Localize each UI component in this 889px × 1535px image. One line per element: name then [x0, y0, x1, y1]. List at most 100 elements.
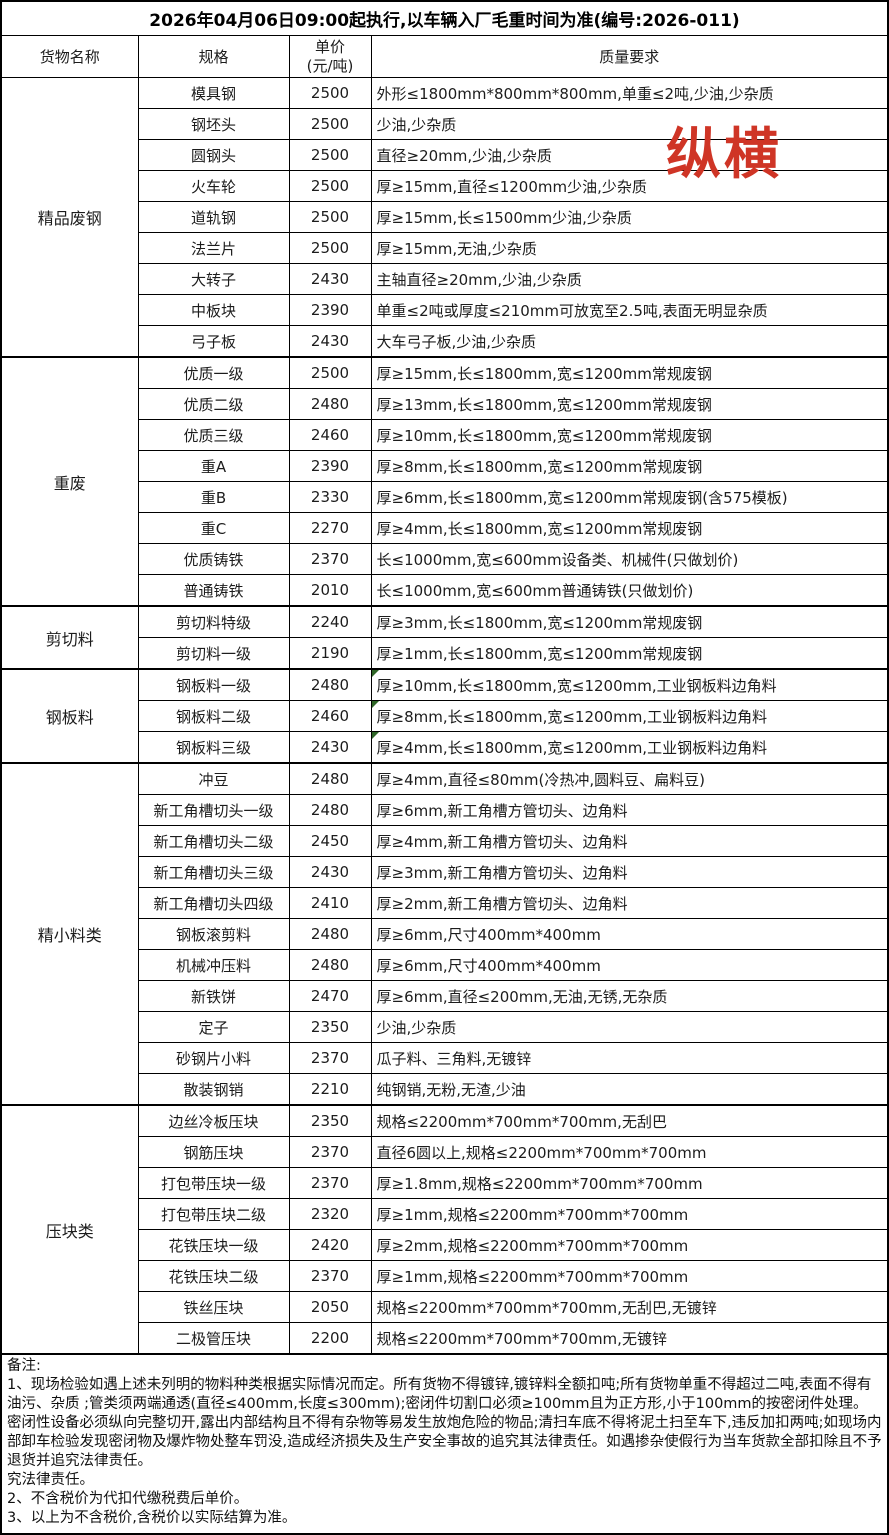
price-cell: 2390: [288, 294, 372, 326]
note-line: 1、现场检验如遇上述未列明的物料种类根据实际情况而定。所有货物不得镀锌,镀锌料全…: [7, 1377, 882, 1469]
price-cell: 2390: [288, 450, 372, 482]
spec-cell: 花铁压块一级: [137, 1229, 290, 1261]
table-row: 圆钢头 2500 直径≥20mm,少油,少杂质: [1, 139, 889, 171]
quality-cell: 厚≥13mm,长≤1800mm,宽≤1200mm常规废钢: [370, 388, 889, 420]
price-cell: 2460: [288, 700, 372, 732]
quality-cell: 厚≥15mm,长≤1800mm,宽≤1200mm常规废钢: [370, 356, 889, 389]
quality-cell: 长≤1000mm,宽≤600mm设备类、机械件(只做划价): [370, 543, 889, 575]
spec-cell: 铁丝压块: [137, 1291, 290, 1323]
quality-cell-with-comment-marker: 厚≥10mm,长≤1800mm,宽≤1200mm,工业钢板料边角料: [370, 668, 889, 701]
table-row: 砂钢片小料 2370 瓜子料、三角料,无镀锌: [1, 1042, 889, 1074]
price-cell: 2420: [288, 1229, 372, 1261]
price-cell: 2240: [288, 605, 372, 638]
spec-cell: 砂钢片小料: [137, 1042, 290, 1074]
quality-cell: 厚≥15mm,无油,少杂质: [370, 232, 889, 264]
spec-cell: 道轨钢: [137, 201, 290, 233]
note-line: 备注:: [7, 1358, 41, 1374]
table-row: 定子 2350 少油,少杂质: [1, 1011, 889, 1043]
quality-cell: 单重≤2吨或厚度≤210mm可放宽至2.5吨,表面无明显杂质: [370, 294, 889, 326]
note-line: 3、以上为不含税价,含税价以实际结算为准。: [7, 1510, 297, 1526]
quality-cell: 厚≥8mm,长≤1800mm,宽≤1200mm常规废钢: [370, 450, 889, 482]
price-cell: 2370: [288, 1260, 372, 1292]
quality-cell: 厚≥2mm,新工角槽方管切头、边角料: [370, 887, 889, 919]
spec-cell: 优质二级: [137, 388, 290, 420]
quality-cell: 厚≥3mm,长≤1800mm,宽≤1200mm常规废钢: [370, 605, 889, 638]
spec-cell: 中板块: [137, 294, 290, 326]
price-cell: 2480: [288, 762, 372, 795]
category-cell: 钢板料: [0, 668, 139, 764]
price-cell: 2430: [288, 325, 372, 358]
category-cell: 剪切料: [0, 605, 139, 670]
table-row: 精小料类 冲豆 2480 厚≥4mm,直径≤80mm(冷热冲,圆料豆、扁料豆): [0, 762, 889, 1106]
header-row: 货物名称 规格 单价 (元/吨) 质量要求: [0, 35, 889, 78]
price-cell: 2470: [288, 980, 372, 1012]
price-cell: 2430: [288, 856, 372, 888]
table-row: 重B 2330 厚≥6mm,长≤1800mm,宽≤1200mm常规废钢(含575模板…: [1, 481, 889, 513]
spec-cell: 剪切料一级: [137, 637, 290, 670]
price-cell: 2500: [288, 108, 372, 140]
price-cell: 2500: [288, 356, 372, 389]
table-row: 新工角槽切头四级 2410 厚≥2mm,新工角槽方管切头、边角料: [1, 887, 889, 919]
quality-cell: 厚≥15mm,直径≤1200mm少油,少杂质: [370, 170, 889, 202]
table-row: 弓子板 2430 大车弓子板,少油,少杂质: [1, 325, 889, 358]
price-cell: 2480: [288, 668, 372, 701]
category-cell: 压块类: [0, 1104, 139, 1355]
spec-cell: 普通铸铁: [137, 574, 290, 607]
quality-cell: 厚≥1mm,规格≤2200mm*700mm*700mm: [370, 1260, 889, 1292]
price-cell: 2430: [288, 263, 372, 295]
spec-cell: 打包带压块一级: [137, 1167, 290, 1199]
table-row: 机械冲压料 2480 厚≥6mm,尺寸400mm*400mm: [1, 949, 889, 981]
price-cell: 2500: [288, 139, 372, 171]
table-row: 铁丝压块 2050 规格≤2200mm*700mm*700mm,无刮巴,无镀锌: [1, 1291, 889, 1323]
category-cell: 重废: [0, 356, 139, 607]
price-cell: 2370: [288, 1042, 372, 1074]
spec-cell: 模具钢: [137, 77, 290, 109]
quality-cell: 厚≥15mm,长≤1500mm少油,少杂质: [370, 201, 889, 233]
price-cell: 2370: [288, 1136, 372, 1168]
quality-cell: 瓜子料、三角料,无镀锌: [370, 1042, 889, 1074]
price-cell: 2480: [288, 949, 372, 981]
spec-cell: 新工角槽切头四级: [137, 887, 290, 919]
quality-cell: 直径≥20mm,少油,少杂质: [370, 139, 889, 171]
spec-cell: 重C: [137, 512, 290, 544]
price-cell: 2450: [288, 825, 372, 857]
quality-cell: 规格≤2200mm*700mm*700mm,无镀锌: [370, 1322, 889, 1355]
table-row: 钢筋压块 2370 直径6圆以上,规格≤2200mm*700mm*700mm: [1, 1136, 889, 1168]
page-title: 2026年04月06日09:00起执行,以车辆入厂毛重时间为准(编号:2026-…: [0, 0, 889, 36]
quality-cell: 厚≥1mm,长≤1800mm,宽≤1200mm常规废钢: [370, 637, 889, 670]
spec-cell: 钢板滚剪料: [137, 918, 290, 950]
spec-cell: 新工角槽切头二级: [137, 825, 290, 857]
spec-cell: 钢板料二级: [137, 700, 290, 732]
table-row: 普通铸铁 2010 长≤1000mm,宽≤600mm普通铸铁(只做划价): [1, 574, 889, 607]
price-cell: 2330: [288, 481, 372, 513]
category-cell: 精小料类: [0, 762, 139, 1106]
note-line: 2、不含税价为代扣代缴税费后单价。: [7, 1491, 249, 1507]
spec-cell: 优质一级: [137, 356, 290, 389]
quality-cell: 厚≥10mm,长≤1800mm,宽≤1200mm常规废钢: [370, 419, 889, 451]
quality-cell: 厚≥6mm,尺寸400mm*400mm: [370, 918, 889, 950]
table-row: 重A 2390 厚≥8mm,长≤1800mm,宽≤1200mm常规废钢: [1, 450, 889, 482]
column-header-goods: 货物名称: [0, 35, 139, 78]
table-row: 新铁饼 2470 厚≥6mm,直径≤200mm,无油,无锈,无杂质: [1, 980, 889, 1012]
quality-cell: 大车弓子板,少油,少杂质: [370, 325, 889, 358]
notes-row: 备注: 1、现场检验如遇上述未列明的物料种类根据实际情况而定。所有货物不得镀锌,镀…: [0, 1353, 889, 1535]
table-row: 优质铸铁 2370 长≤1000mm,宽≤600mm设备类、机械件(只做划价): [1, 543, 889, 575]
quality-cell: 外形≤1800mm*800mm*800mm,单重≤2吨,少油,少杂质: [370, 77, 889, 109]
spec-cell: 散装钢销: [137, 1073, 290, 1106]
price-cell: 2410: [288, 887, 372, 919]
spec-cell: 冲豆: [137, 762, 290, 795]
quality-cell: 直径6圆以上,规格≤2200mm*700mm*700mm: [370, 1136, 889, 1168]
price-cell: 2200: [288, 1322, 372, 1355]
spec-cell: 钢筋压块: [137, 1136, 290, 1168]
spec-cell: 二极管压块: [137, 1322, 290, 1355]
quality-cell: 厚≥4mm,新工角槽方管切头、边角料: [370, 825, 889, 857]
table-row: 中板块 2390 单重≤2吨或厚度≤210mm可放宽至2.5吨,表面无明显杂质: [1, 294, 889, 326]
quality-cell: 厚≥2mm,规格≤2200mm*700mm*700mm: [370, 1229, 889, 1261]
spec-cell: 机械冲压料: [137, 949, 290, 981]
table-row: 钢板料 钢板料一级 2480 厚≥10mm,长≤1800mm,宽≤1200mm,工业钢…: [0, 668, 889, 764]
price-cell: 2500: [288, 170, 372, 202]
price-cell: 2500: [288, 77, 372, 109]
quality-cell: 厚≥1.8mm,规格≤2200mm*700mm*700mm: [370, 1167, 889, 1199]
spec-cell: 新工角槽切头一级: [137, 794, 290, 826]
